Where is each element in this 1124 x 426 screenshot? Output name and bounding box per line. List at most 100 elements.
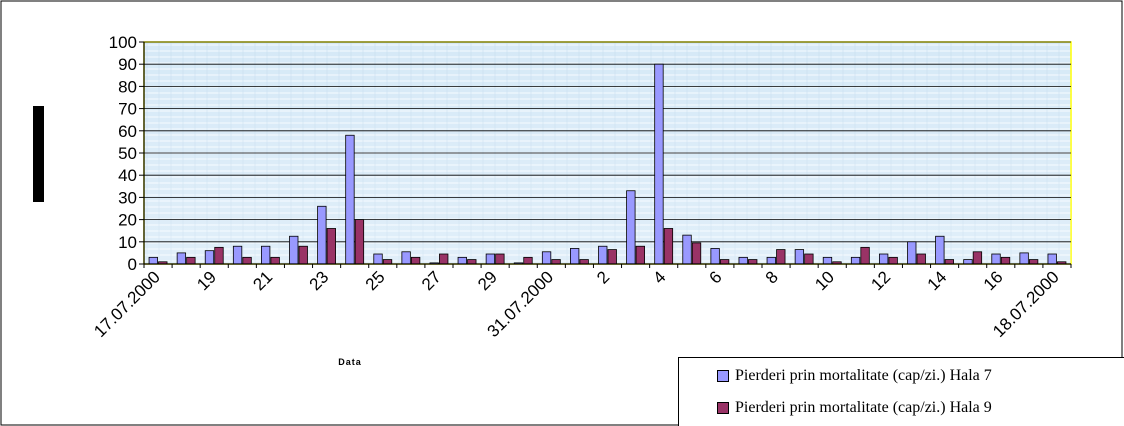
bar-hala-9 <box>748 259 758 265</box>
bar-hala-7 <box>148 256 158 265</box>
bar-hala-9 <box>691 242 702 265</box>
bar-hala-9 <box>804 253 814 265</box>
bar-hala-9 <box>354 219 365 265</box>
x-tick-label: 27 <box>418 267 445 294</box>
bar-hala-9 <box>242 256 252 265</box>
bar-hala-7 <box>541 251 552 265</box>
bar-hala-9 <box>495 253 505 265</box>
bar-hala-7 <box>850 256 861 265</box>
bar-hala-9 <box>860 246 870 265</box>
x-tick-label: 10 <box>811 267 838 294</box>
legend-swatch-hala-9 <box>717 402 729 414</box>
bar-hala-7 <box>232 245 243 265</box>
bar-hala-9 <box>410 256 421 265</box>
x-tick-label: 19 <box>193 267 220 294</box>
bar-hala-7 <box>963 259 973 265</box>
gridlines <box>139 41 1071 265</box>
bar-hala-7 <box>991 253 1001 265</box>
y-tick-label: 40 <box>118 166 137 185</box>
bar-hala-7 <box>682 234 692 265</box>
bar-hala-9 <box>635 245 645 265</box>
bar-hala-7 <box>373 253 383 265</box>
bar-hala-9 <box>972 251 983 265</box>
x-tick-label: 8 <box>762 267 782 287</box>
bar-hala-7 <box>345 134 355 265</box>
y-tick-label: 20 <box>118 211 137 230</box>
x-tick-label: 2 <box>593 267 613 287</box>
bar-hala-7 <box>598 245 608 265</box>
x-tick-label: 14 <box>924 267 951 294</box>
bar-hala-9 <box>607 249 617 265</box>
legend-label-hala-7: Pierderi prin mortalitate (cap/zi.) Hala… <box>735 367 992 384</box>
bar-hala-7 <box>907 241 917 265</box>
bar-hala-9 <box>579 259 589 265</box>
y-tick-label: 70 <box>118 100 137 119</box>
legend-swatch-hala-7 <box>717 370 729 382</box>
bar-hala-9 <box>214 246 224 265</box>
bar-hala-7 <box>570 248 580 265</box>
bar-hala-7 <box>654 63 664 265</box>
bar-hala-9 <box>719 259 730 265</box>
bar-hala-7 <box>879 253 889 265</box>
bar-hala-9 <box>944 259 954 265</box>
bar-hala-9 <box>439 253 449 265</box>
bar-hala-7 <box>1019 252 1029 265</box>
bar-hala-9 <box>270 256 280 265</box>
bar-hala-7 <box>457 256 467 265</box>
x-tick-label: 16 <box>980 267 1007 294</box>
bar-hala-7 <box>1047 253 1057 265</box>
y-tick-label: 60 <box>118 122 137 141</box>
legend-item-hala-9: Pierderi prin mortalitate (cap/zi.) Hala… <box>717 398 992 418</box>
bar-hala-9 <box>1028 259 1039 265</box>
y-tick-label: 30 <box>118 188 137 207</box>
x-axis-title: Data <box>338 357 362 367</box>
bar-hala-7 <box>485 253 496 265</box>
y-tick-label: 50 <box>118 144 137 163</box>
legend-label-hala-9: Pierderi prin mortalitate (cap/zi.) Hala… <box>735 399 992 416</box>
bar-hala-9 <box>467 259 477 265</box>
bar-hala-7 <box>176 252 187 265</box>
y-tick-label: 100 <box>109 33 137 52</box>
bar-hala-9 <box>888 256 898 265</box>
bar-hala-7 <box>738 256 748 265</box>
legend: Pierderi prin mortalitate (cap/zi.) Hala… <box>678 357 1124 426</box>
x-tick-label: 25 <box>362 267 389 294</box>
bar-hala-7 <box>794 249 805 265</box>
bar-hala-7 <box>317 205 327 265</box>
x-tick-label: 21 <box>249 267 276 294</box>
bar-hala-7 <box>935 235 945 265</box>
x-tick-label: 29 <box>474 267 501 294</box>
bar-hala-7 <box>822 256 833 265</box>
bar-hala-7 <box>766 256 776 265</box>
axes <box>143 42 1072 268</box>
x-tick-label: 12 <box>867 267 894 294</box>
bar-hala-7 <box>289 235 299 265</box>
y-tick-label: 0 <box>128 255 137 274</box>
legend-item-hala-7: Pierderi prin mortalitate (cap/zi.) Hala… <box>717 366 992 386</box>
x-tick-label: 6 <box>706 267 726 287</box>
bar-hala-9 <box>776 249 786 265</box>
bar-hala-7 <box>204 250 215 265</box>
bar-hala-7 <box>710 248 720 265</box>
bar-hala-7 <box>261 245 271 265</box>
left-black-bar <box>33 106 44 202</box>
bar-hala-9 <box>663 228 674 265</box>
bar-hala-9 <box>916 253 926 265</box>
bar-hala-9 <box>523 256 533 265</box>
y-tick-label: 80 <box>118 77 137 96</box>
y-tick-labels: 0 10 20 30 40 50 60 70 80 90 100 <box>109 33 137 274</box>
y-tick-label: 10 <box>118 233 137 252</box>
bar-hala-7 <box>626 190 636 265</box>
bar-hala-9 <box>298 245 308 265</box>
bar-hala-9 <box>326 228 336 265</box>
x-tick-label: 17.07.2000 <box>90 267 164 341</box>
bar-hala-9 <box>382 259 393 265</box>
y-tick-label: 90 <box>118 55 137 74</box>
x-tick-label: 4 <box>649 267 669 287</box>
bar-hala-7 <box>401 251 411 265</box>
bar-hala-9 <box>1000 256 1011 265</box>
